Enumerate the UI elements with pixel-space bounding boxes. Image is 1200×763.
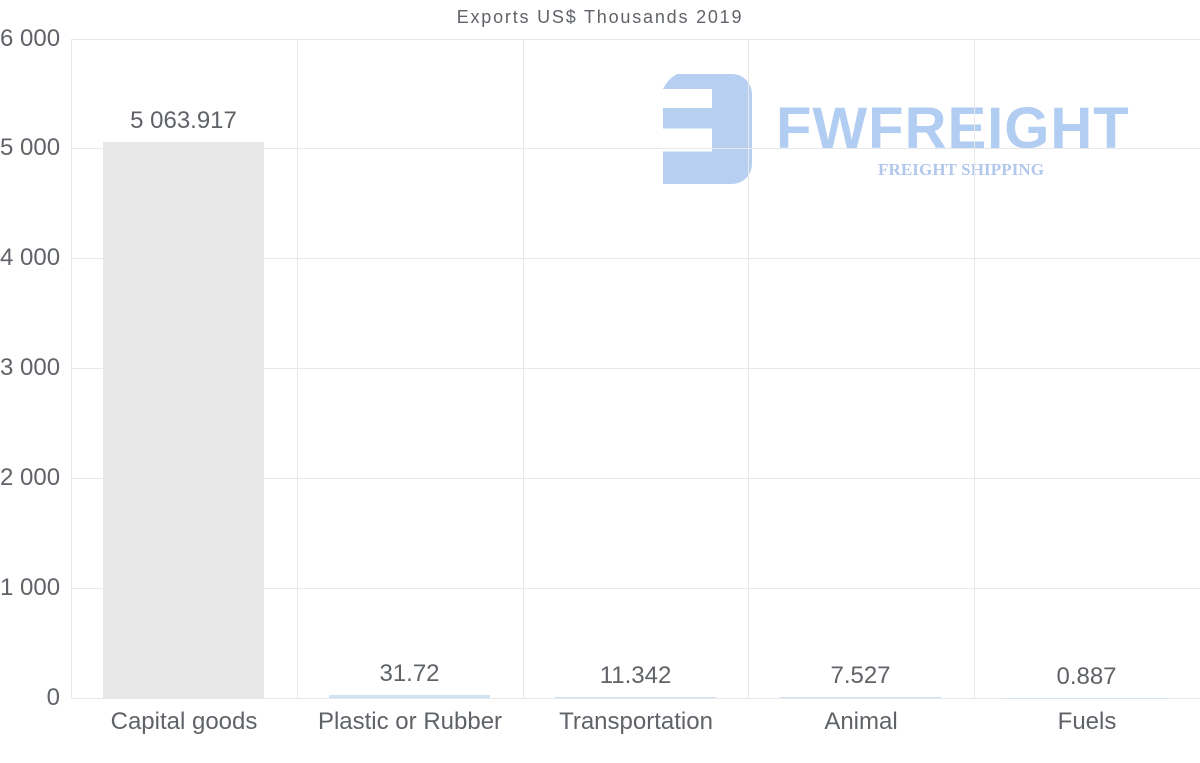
svg-text:FWFREIGHT: FWFREIGHT bbox=[776, 96, 1130, 161]
svg-text:FREIGHT SHIPPING: FREIGHT SHIPPING bbox=[878, 160, 1044, 179]
